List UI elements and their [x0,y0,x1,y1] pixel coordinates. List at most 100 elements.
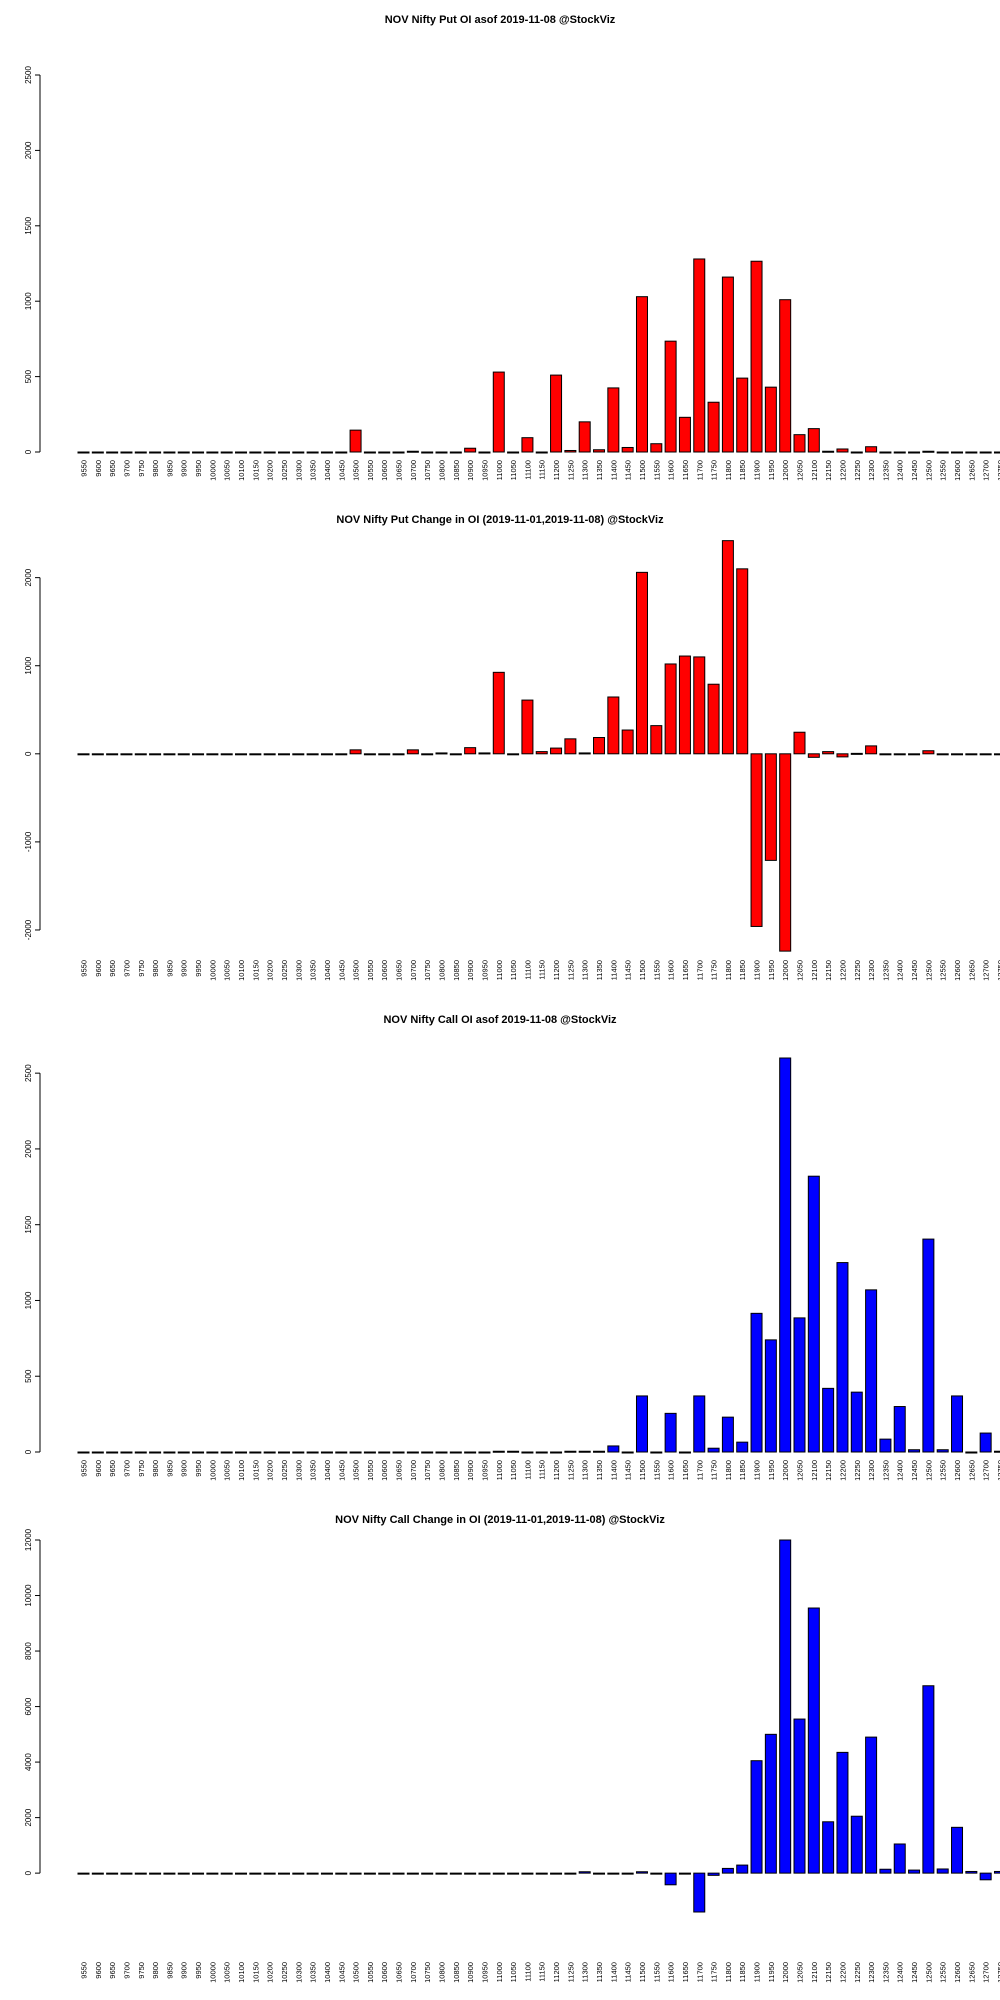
bar-11900 [750,1760,763,1874]
bar-10550 [363,1872,376,1875]
bar-11100 [521,699,534,755]
bar-11600 [664,1872,677,1886]
x-tick-label: 10400 [323,1460,332,1481]
x-tick-label: 10800 [438,460,447,481]
x-tick-label: 12450 [910,1460,919,1481]
bar-11250 [564,738,577,755]
x-tick-label: 10600 [380,460,389,481]
y-tick-label: -2000 [24,919,33,940]
x-tick-label: 10900 [466,1460,475,1481]
x-tick-label: 11550 [652,960,661,980]
x-tick-label: 9550 [80,960,89,977]
x-tick-label: 10350 [309,1460,318,1481]
bar-12150 [822,751,835,755]
bar-11250 [564,449,577,453]
x-tick-label: 10950 [480,1962,489,1983]
bar-10850 [449,753,462,756]
bar-12150 [822,450,835,453]
bar-12150 [822,1387,835,1453]
x-tick-label: 12450 [910,460,919,481]
bar-11400 [607,1872,620,1875]
bar-10600 [378,753,391,756]
bar-10750 [421,1451,434,1454]
bar-11450 [621,446,634,453]
y-tick-label: 12000 [24,1528,33,1551]
x-tick-label: 11500 [638,1460,647,1480]
bar-10900 [464,1451,477,1454]
bar-10200 [263,1451,276,1454]
y-tick-label: 2500 [24,66,33,84]
bar-9600 [91,1872,104,1875]
x-tick-label: 12250 [853,460,862,481]
bar-12700 [979,1432,992,1453]
x-tick-label: 12100 [810,960,819,981]
x-tick-label: 11800 [724,460,733,480]
bar-10400 [320,1451,333,1454]
bar-11300 [578,752,591,755]
bar-11750 [707,1872,720,1876]
x-tick-label: 12550 [939,460,948,481]
x-tick-label: 10450 [337,1460,346,1481]
bar-12050 [793,434,806,453]
bar-11200 [550,374,563,453]
bar-10000 [206,1451,219,1454]
bar-12750 [993,753,1000,756]
x-tick-label: 10850 [452,960,461,981]
bar-11000 [492,671,505,755]
x-tick-label: 11600 [667,460,676,480]
bar-12550 [936,1868,949,1874]
y-tick-label: 2500 [24,1064,33,1082]
x-tick-label: 9600 [94,960,103,977]
bar-12400 [893,1406,906,1453]
bar-11050 [507,1872,520,1875]
bar-12700 [979,451,992,454]
bar-9900 [177,1872,190,1875]
x-tick-label: 11650 [681,1460,690,1480]
x-tick-label: 11450 [624,960,633,980]
bar-11000 [492,1450,505,1453]
x-tick-label: 10700 [409,1962,418,1983]
bar-10400 [320,753,333,756]
bar-9700 [120,1451,133,1454]
x-tick-label: 11200 [552,960,561,980]
bar-10500 [349,429,362,453]
bar-12300 [865,1289,878,1453]
x-tick-label: 11700 [695,1962,704,1982]
bar-10450 [335,1451,348,1454]
y-tick-label: 1500 [24,1215,33,1233]
x-tick-label: 11700 [695,960,704,980]
x-tick-label: 11550 [652,1962,661,1982]
bar-12000 [779,1539,792,1874]
bar-9900 [177,753,190,756]
x-tick-label: 10000 [208,460,217,481]
x-tick-label: 10650 [395,960,404,981]
x-tick-label: 9950 [194,960,203,977]
bar-11750 [707,1447,720,1453]
bar-12300 [865,745,878,755]
bar-10600 [378,1872,391,1875]
bar-11100 [521,1872,534,1875]
x-tick-label: 11900 [753,1962,762,1982]
x-tick-label: 11100 [523,1460,532,1480]
bar-11500 [635,1871,648,1874]
bar-11000 [492,1872,505,1875]
y-tick-label: 0 [24,1870,33,1875]
bar-10750 [421,1872,434,1875]
x-tick-label: 10150 [251,960,260,981]
x-tick-label: 10750 [423,1460,432,1481]
x-tick-label: 12100 [810,460,819,481]
bar-10400 [320,451,333,454]
x-tick-label: 12400 [896,1460,905,1481]
bar-10800 [435,451,448,454]
x-tick-label: 9800 [151,460,160,477]
x-tick-label: 11550 [652,460,661,480]
bar-9950 [192,1451,205,1454]
x-tick-label: 12600 [953,1460,962,1481]
bar-9650 [106,1872,119,1875]
x-tick-label: 12300 [867,460,876,481]
bar-9600 [91,1451,104,1454]
bar-12500 [922,1685,935,1874]
bar-11550 [650,725,663,755]
x-tick-label: 9850 [165,960,174,977]
x-tick-label: 9700 [122,460,131,477]
